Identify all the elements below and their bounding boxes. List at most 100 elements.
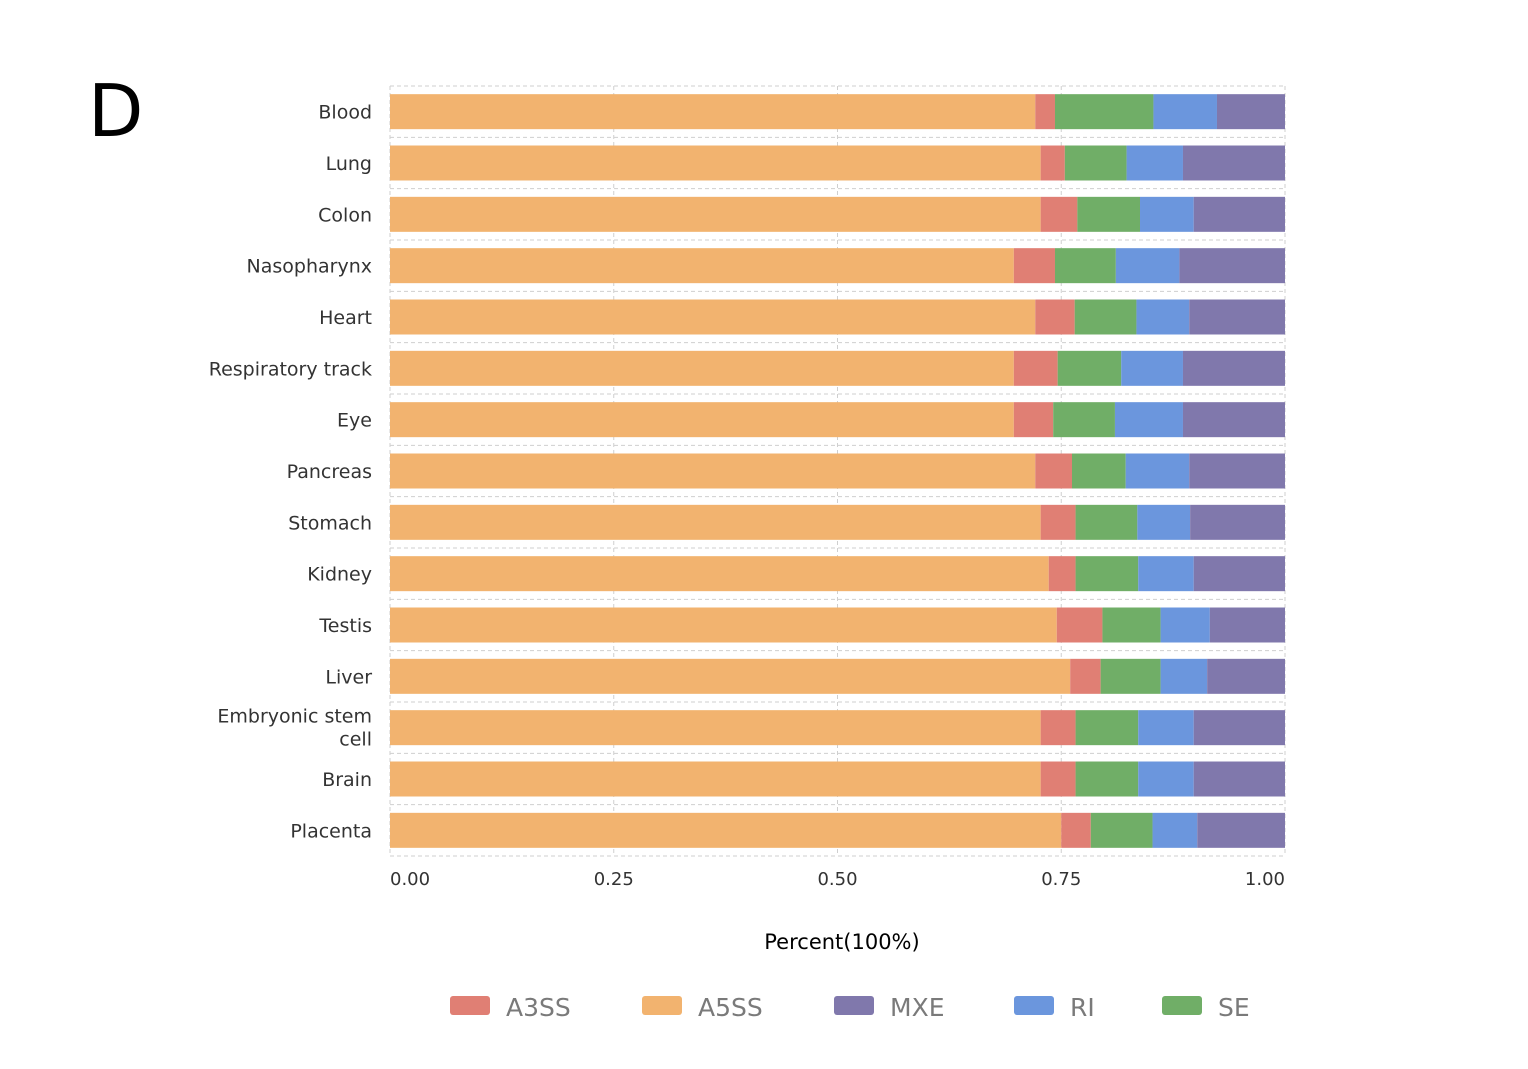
bar-respiratory-track-a3ss <box>1013 350 1058 386</box>
bar-heart-mxe <box>1189 299 1285 335</box>
category-labels: Blood Lung Colon Nasopharynx Heart Respirator… <box>209 102 372 843</box>
category-label-liver: Liver <box>325 666 372 688</box>
bar-lung-ri <box>1126 145 1183 181</box>
bar-stomach-ri <box>1137 504 1191 540</box>
bar-testis-mxe <box>1209 607 1285 643</box>
bar-pancreas-ri <box>1125 453 1190 489</box>
bar-stomach-se <box>1075 504 1138 540</box>
bar-eye-a3ss <box>1013 402 1054 438</box>
bar-heart-a5ss <box>390 299 1036 335</box>
bar-kidney-a5ss <box>390 556 1049 592</box>
category-label-placenta: Placenta <box>290 820 372 842</box>
category-label-colon: Colon <box>318 204 372 226</box>
bar-placenta-se <box>1090 812 1153 848</box>
bar-placenta-mxe <box>1197 812 1285 848</box>
bar-embryonic-stem-cell-a5ss <box>390 710 1041 746</box>
bar-colon-ri <box>1140 196 1194 232</box>
bar-blood-se <box>1054 94 1154 130</box>
bar-eye-ri <box>1114 402 1183 438</box>
grid-lines <box>389 85 1286 857</box>
bar-lung-mxe <box>1182 145 1285 181</box>
bar-kidney-mxe <box>1193 556 1285 592</box>
category-label-brain: Brain <box>322 769 372 791</box>
bar-embryonic-stem-cell-mxe <box>1193 710 1285 746</box>
legend-swatch-mxe <box>834 996 874 1015</box>
bar-segments <box>390 94 1285 848</box>
bar-stomach-a5ss <box>390 504 1041 540</box>
bar-heart-se <box>1074 299 1137 335</box>
bar-respiratory-track-se <box>1057 350 1122 386</box>
bar-placenta-ri <box>1152 812 1198 848</box>
bar-blood-a5ss <box>390 94 1036 130</box>
bar-pancreas-se <box>1071 453 1126 489</box>
bar-brain-mxe <box>1193 761 1285 797</box>
bar-embryonic-stem-cell-a3ss <box>1040 710 1076 746</box>
bar-embryonic-stem-cell-se <box>1075 710 1139 746</box>
x-tick-label-3: 0.75 <box>1041 869 1081 890</box>
category-label-embryonic-stem-cell: Embryonic stem cell <box>217 706 372 751</box>
category-label-respiratory-track: Respiratory track <box>209 358 372 380</box>
category-label-nasopharynx: Nasopharynx <box>247 256 372 278</box>
bar-blood-ri <box>1153 94 1217 130</box>
bar-respiratory-track-a5ss <box>390 350 1014 386</box>
legend-swatch-ri <box>1014 996 1054 1015</box>
bar-nasopharynx-mxe <box>1179 248 1285 284</box>
bar-brain-a3ss <box>1040 761 1076 797</box>
category-label-blood: Blood <box>318 102 372 124</box>
bar-liver-a5ss <box>390 658 1071 694</box>
bar-kidney-a3ss <box>1048 556 1076 592</box>
bar-colon-a3ss <box>1040 196 1078 232</box>
category-label-lung: Lung <box>326 153 372 175</box>
x-tick-label-1: 0.25 <box>594 869 634 890</box>
bar-placenta-a3ss <box>1061 812 1091 848</box>
category-label-testis: Testis <box>318 615 372 637</box>
legend-label-a3ss: A3SS <box>506 993 571 1022</box>
bar-eye-mxe <box>1182 402 1285 438</box>
x-tick-label-0: 0.00 <box>390 869 430 890</box>
bar-eye-se <box>1053 402 1115 438</box>
legend: A3SS A5SS MXE RI SE <box>450 993 1250 1022</box>
bar-eye-a5ss <box>390 402 1014 438</box>
legend-swatch-se <box>1162 996 1202 1015</box>
bar-embryonic-stem-cell-ri <box>1138 710 1194 746</box>
bar-lung-a5ss <box>390 145 1041 181</box>
bar-brain-a5ss <box>390 761 1041 797</box>
bar-brain-ri <box>1138 761 1194 797</box>
bar-testis-a3ss <box>1056 607 1103 643</box>
category-label-eye: Eye <box>337 410 372 432</box>
category-label-stomach: Stomach <box>288 512 372 534</box>
bar-pancreas-a5ss <box>390 453 1036 489</box>
bar-blood-a3ss <box>1035 94 1055 130</box>
legend-label-a5ss: A5SS <box>698 993 763 1022</box>
bar-nasopharynx-a3ss <box>1013 248 1055 284</box>
bar-kidney-ri <box>1138 556 1194 592</box>
bar-testis-a5ss <box>390 607 1057 643</box>
bar-liver-a3ss <box>1070 658 1101 694</box>
x-axis-title: Percent(100%) <box>764 930 919 954</box>
bar-respiratory-track-mxe <box>1182 350 1285 386</box>
bar-testis-se <box>1102 607 1161 643</box>
bar-pancreas-a3ss <box>1035 453 1072 489</box>
x-tick-label-2: 0.50 <box>817 869 857 890</box>
bar-colon-a5ss <box>390 196 1041 232</box>
category-label-heart: Heart <box>319 307 372 329</box>
bar-nasopharynx-a5ss <box>390 248 1014 284</box>
legend-label-ri: RI <box>1070 993 1095 1022</box>
bar-placenta-a5ss <box>390 812 1062 848</box>
bar-liver-mxe <box>1207 658 1285 694</box>
bar-liver-se <box>1100 658 1161 694</box>
bar-nasopharynx-ri <box>1115 248 1180 284</box>
bar-kidney-se <box>1075 556 1139 592</box>
bar-heart-ri <box>1136 299 1190 335</box>
x-tick-label-4: 1.00 <box>1245 869 1285 890</box>
bar-pancreas-mxe <box>1189 453 1285 489</box>
bar-blood-mxe <box>1216 94 1285 130</box>
bar-lung-se <box>1064 145 1127 181</box>
bar-brain-se <box>1075 761 1139 797</box>
bar-respiratory-track-ri <box>1121 350 1183 386</box>
bar-colon-se <box>1077 196 1141 232</box>
category-label-pancreas: Pancreas <box>287 461 372 483</box>
panel-label: D <box>88 69 143 153</box>
